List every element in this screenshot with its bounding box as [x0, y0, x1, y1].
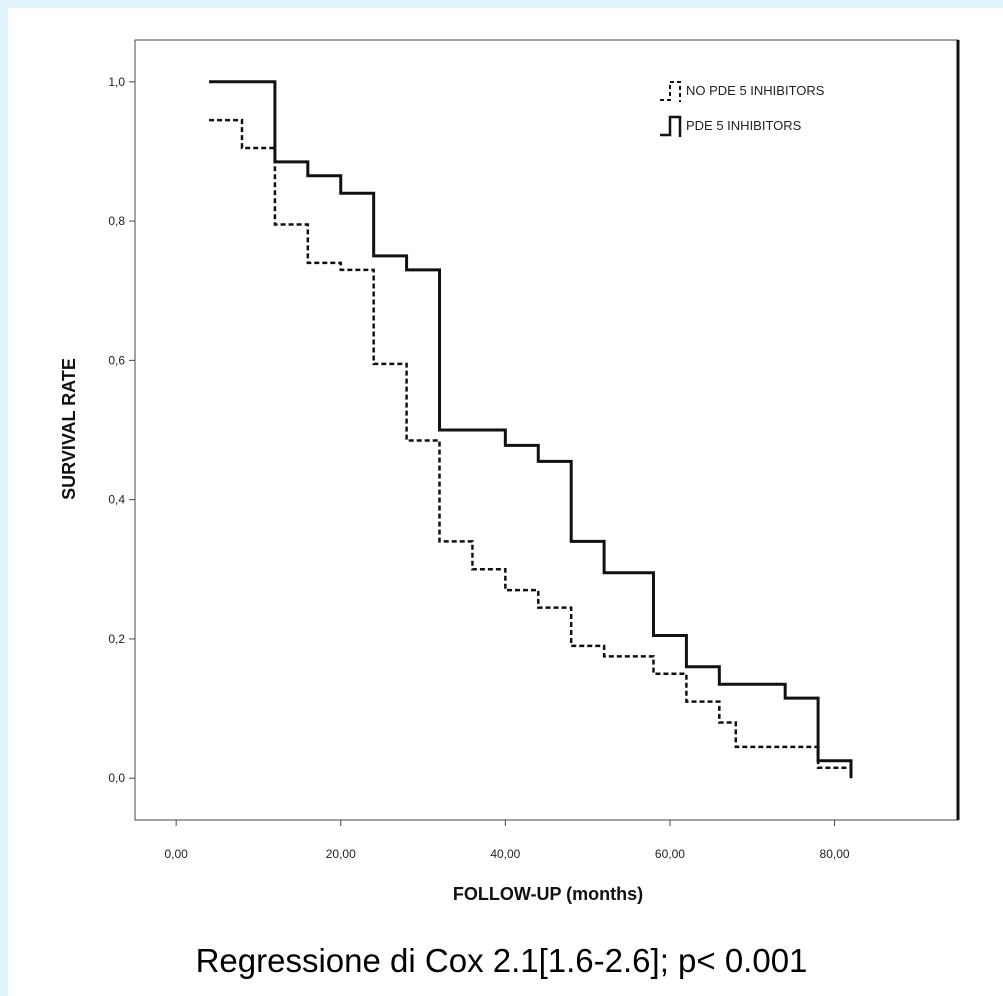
x-axis-title: FOLLOW-UP (months): [453, 884, 643, 904]
y-tick-label: 0,4: [108, 493, 125, 507]
legend-label: PDE 5 INHIBITORS: [686, 118, 802, 133]
no-pde5-series-line: [209, 118, 853, 775]
legend-solid-symbol: [660, 115, 682, 137]
y-axis-title: SURVIVAL RATE: [59, 358, 79, 500]
y-tick-label: 0,0: [108, 771, 125, 785]
x-tick-label: 80,00: [820, 847, 850, 861]
x-tick-label: 0,00: [164, 847, 188, 861]
legend-dashed-symbol: [660, 81, 681, 102]
y-tick-label: 0,8: [108, 214, 125, 228]
y-tick-label: 0,6: [108, 353, 125, 367]
x-tick-label: 60,00: [655, 847, 685, 861]
y-tick-label: 1,0: [108, 75, 125, 89]
x-tick-label: 20,00: [326, 847, 356, 861]
cox-regression-caption: Regressione di Cox 2.1[1.6-2.6]; p< 0.00…: [195, 942, 808, 979]
survival-chart: 0,0 0,2 0,4 0,6 0,8 1,0 0,00 20,00 40,00 60,00 80,…: [59, 39, 960, 904]
pde5-series-line: [209, 80, 853, 779]
x-tick-label: 40,00: [490, 847, 520, 861]
slide-background: [8, 8, 1003, 996]
y-tick-label: 0,2: [108, 632, 125, 646]
legend-label: NO PDE 5 INHIBITORS: [686, 83, 825, 98]
plot-frame: [134, 39, 959, 821]
